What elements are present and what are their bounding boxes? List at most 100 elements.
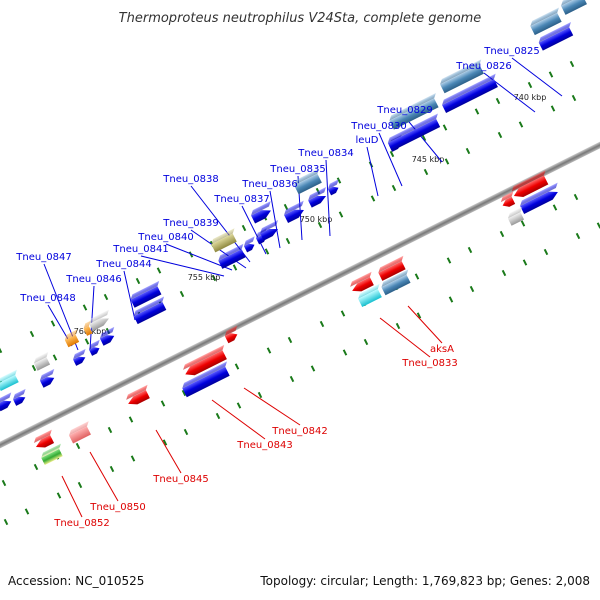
outer-track-feature-3 <box>64 329 80 348</box>
tick-mark <box>128 416 134 423</box>
tick-mark <box>495 97 501 105</box>
tick-mark <box>414 273 420 280</box>
tick-mark <box>109 465 115 473</box>
leader-line-forward <box>269 190 281 249</box>
reverse-gene-12 <box>500 191 516 207</box>
leader-line-forward <box>123 270 136 321</box>
forward-gene-6 <box>99 326 115 346</box>
leader-line-reverse <box>211 399 266 440</box>
tick-mark <box>469 285 475 293</box>
gene-label-forward: leuD <box>356 135 379 146</box>
reverse-gene-2 <box>69 421 91 444</box>
tick-mark <box>596 222 600 229</box>
tick-mark <box>342 349 348 356</box>
tick-mark <box>107 426 113 434</box>
tick-mark <box>160 400 166 407</box>
forward-gene-18 <box>538 22 574 51</box>
reverse-gene-13 <box>511 170 549 197</box>
tick-mark <box>317 221 323 229</box>
tick-mark <box>501 269 507 277</box>
tick-mark <box>319 320 325 328</box>
outer-track-feature-6 <box>130 280 162 308</box>
tick-mark <box>446 257 452 264</box>
leader-line-reverse <box>61 475 83 518</box>
scale-label-1: 740 kbp <box>514 93 547 102</box>
gene-label-forward: Tneu_0838 <box>162 174 218 185</box>
tick-mark <box>33 463 39 471</box>
leader-line-reverse <box>407 305 443 344</box>
reverse-gene-10 <box>378 255 406 281</box>
forward-gene-3 <box>39 368 55 388</box>
gene-labels: Tneu_0825 Tneu_0826 Tneu_0829 Tneu_0830 leuD… <box>15 46 539 529</box>
gene-label-reverse: Tneu_0845 <box>152 474 208 485</box>
forward-gene-8 <box>218 243 246 269</box>
scale-label-3: 750 kbp <box>300 215 333 224</box>
reverse-gene-11 <box>381 269 411 296</box>
tick-mark <box>575 232 581 240</box>
reverse-gene-15 <box>507 206 525 226</box>
tick-mark <box>573 193 579 201</box>
tick-mark <box>3 518 9 526</box>
gene-label-forward: Tneu_0836 <box>241 179 297 190</box>
tick-mark <box>287 336 293 344</box>
tick-mark <box>338 211 344 218</box>
tick-mark <box>24 508 30 515</box>
gene-label-forward: Tneu_0826 <box>455 61 511 72</box>
tick-mark <box>82 304 88 311</box>
forward-gene-2 <box>13 388 26 406</box>
tick-mark <box>340 310 346 317</box>
gene-label-forward: Tneu_0829 <box>376 105 432 116</box>
gene-features <box>0 0 600 466</box>
leader-line-forward <box>325 159 331 237</box>
gene-label-forward: Tneu_0839 <box>162 218 218 229</box>
reverse-gene-5 <box>183 344 227 376</box>
tick-mark <box>181 389 187 397</box>
tick-mark <box>29 330 35 338</box>
reverse-gene-14 <box>520 182 558 214</box>
forward-gene-11 <box>260 220 279 241</box>
tick-mark <box>527 81 533 89</box>
gene-label-forward: Tneu_0846 <box>65 274 121 285</box>
outer-track-feature-13 <box>561 0 587 15</box>
forward-gene-13 <box>308 187 327 208</box>
tick-mark <box>448 296 454 303</box>
forward-gene-9 <box>243 236 255 253</box>
tick-mark <box>156 267 162 274</box>
tick-mark <box>31 364 37 372</box>
tick-mark <box>52 354 58 361</box>
tick-mark <box>283 203 289 211</box>
tick-mark <box>162 439 168 446</box>
tick-mark <box>552 204 558 211</box>
tick-mark <box>370 195 376 202</box>
tick-mark <box>520 220 526 227</box>
tick-mark <box>310 365 316 372</box>
tick-mark <box>444 158 450 165</box>
tick-mark <box>50 320 56 327</box>
forward-gene-12 <box>284 200 304 223</box>
leader-line-forward <box>89 285 95 351</box>
outer-track-feature-2 <box>33 351 51 371</box>
tick-mark <box>257 391 263 399</box>
tick-mark <box>543 248 549 256</box>
forward-gene-14 <box>327 179 339 196</box>
tick-mark <box>497 131 503 139</box>
tick-mark <box>77 481 83 489</box>
tick-mark <box>236 402 242 409</box>
tick-mark <box>234 363 240 370</box>
reverse-gene-6 <box>182 361 230 398</box>
accession-text: Accession: NC_010525 <box>8 574 145 588</box>
leader-line-reverse <box>89 451 119 502</box>
tick-mark <box>264 248 270 255</box>
outer-track-feature-8 <box>251 201 271 224</box>
tick-mark <box>421 134 427 142</box>
gene-label-forward: Tneu_0841 <box>112 244 168 255</box>
tick-mark <box>336 177 342 184</box>
leader-line-forward <box>511 57 563 97</box>
tick-mark <box>442 124 448 131</box>
tick-mark <box>522 259 528 266</box>
scale-label-4: 755 kbp <box>188 273 221 282</box>
tick-mark <box>75 442 81 450</box>
tick-mark <box>183 428 189 436</box>
leader-line-forward <box>241 205 267 255</box>
